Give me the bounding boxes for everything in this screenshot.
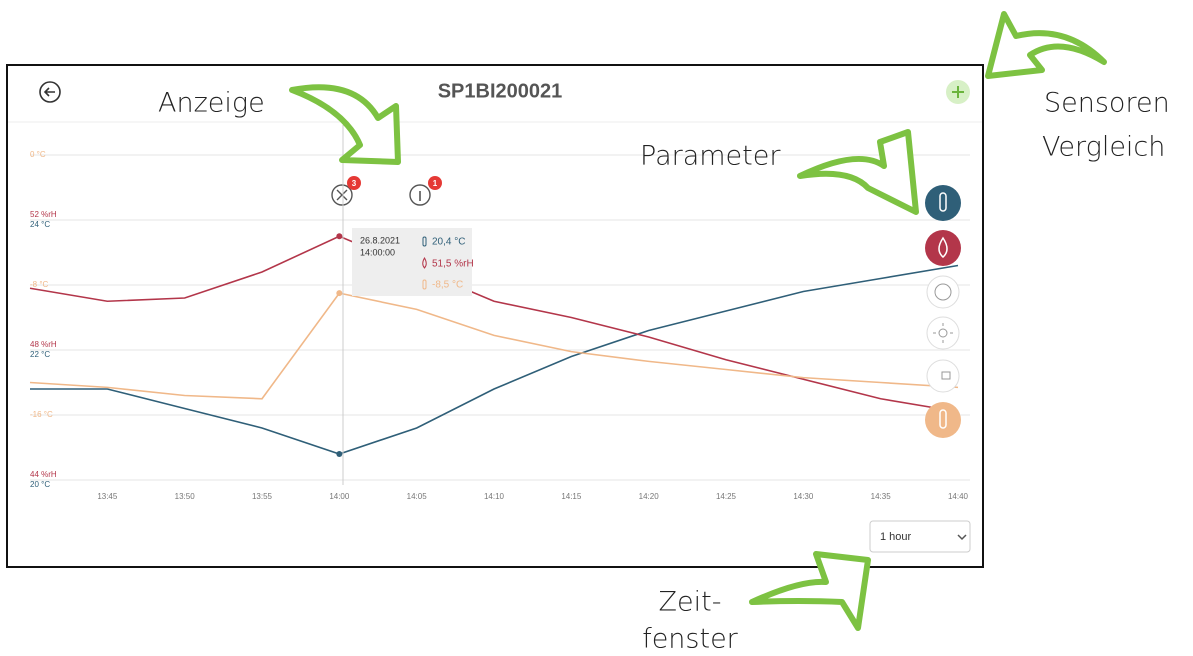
y-tick-label: -8 °C: [30, 280, 49, 289]
tooltip-value: -8,5 °C: [432, 280, 463, 291]
device-title: SP1BI200021: [438, 80, 563, 102]
tooltip-value: 51,5 %rH: [432, 259, 474, 270]
tooltip-date: 26.8.2021: [360, 235, 400, 245]
x-tick-label: 14:00: [329, 492, 350, 501]
x-tick-label: 14:05: [407, 492, 428, 501]
tooltip-value: 20,4 °C: [432, 237, 465, 248]
y-tick-label: 52 %rH: [30, 210, 57, 219]
badge-count: 3: [352, 179, 357, 188]
time-window-value: 1 hour: [880, 531, 912, 543]
annotation-label: Anzeige: [158, 88, 265, 119]
x-tick-label: 14:20: [639, 492, 660, 501]
annotation-label: Vergleich: [1042, 132, 1165, 163]
x-tick-label: 14:15: [561, 492, 582, 501]
y-tick-label: 44 %rH: [30, 470, 57, 479]
annotation-label: Parameter: [640, 141, 781, 172]
highlight-point: [336, 233, 342, 239]
x-tick-label: 13:50: [175, 492, 196, 501]
annotation-label: Sensoren: [1044, 88, 1170, 119]
x-tick-label: 14:40: [948, 492, 969, 501]
y-tick-label: 22 °C: [30, 350, 50, 359]
y-tick-label: 48 %rH: [30, 340, 57, 349]
badge-count: 1: [433, 179, 438, 188]
highlight-point: [336, 290, 342, 296]
x-tick-label: 13:55: [252, 492, 273, 501]
x-tick-label: 14:35: [871, 492, 892, 501]
x-tick-label: 14:25: [716, 492, 737, 501]
y-tick-label: -16 °C: [30, 410, 53, 419]
screenshot: SP1BI200021 3 1 20 °C 22 °C 24 °C 44 %rH 48 …: [0, 0, 1193, 656]
tooltip-time: 14:00:00: [360, 247, 395, 257]
y-tick-label: 24 °C: [30, 220, 50, 229]
annotation-label: Zeit-: [659, 587, 722, 618]
add-sensor-button[interactable]: [946, 80, 970, 104]
x-tick-label: 14:10: [484, 492, 505, 501]
y-tick-label: 0 °C: [30, 150, 46, 159]
annotation-label: fenster: [642, 624, 738, 655]
annotation-arrow: [988, 14, 1104, 76]
highlight-point: [336, 451, 342, 457]
x-tick-label: 14:30: [793, 492, 814, 501]
y-tick-label: 20 °C: [30, 480, 50, 489]
x-tick-label: 13:45: [97, 492, 118, 501]
